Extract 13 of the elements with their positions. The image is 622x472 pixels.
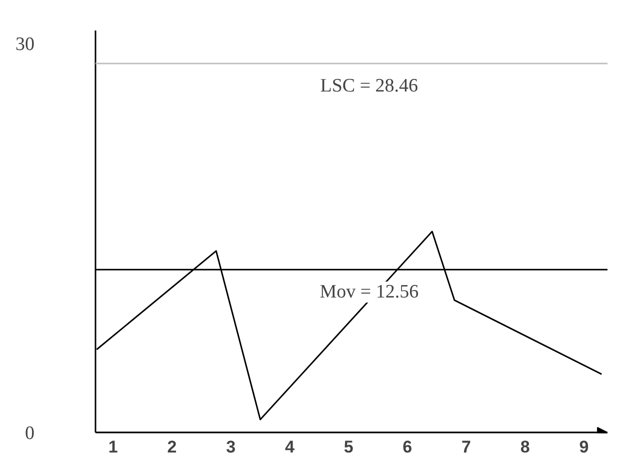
x-tick-label: 9 bbox=[579, 438, 589, 456]
x-tick-label: 7 bbox=[462, 438, 471, 456]
y-tick-label: 30 bbox=[16, 34, 34, 55]
x-tick-label: 2 bbox=[167, 438, 177, 456]
x-tick-label: 3 bbox=[226, 438, 236, 456]
x-tick-label: 5 bbox=[344, 438, 354, 456]
x-tick-label: 4 bbox=[284, 438, 295, 456]
ref-line-label: Mov = 12.56 bbox=[320, 282, 419, 303]
x-tick-label: 8 bbox=[520, 438, 530, 456]
x-tick-label: 6 bbox=[402, 438, 412, 456]
ref-line-label: LSC = 28.46 bbox=[320, 75, 418, 96]
y-tick-label: 0 bbox=[25, 423, 34, 444]
x-tick-label: 1 bbox=[108, 438, 118, 456]
